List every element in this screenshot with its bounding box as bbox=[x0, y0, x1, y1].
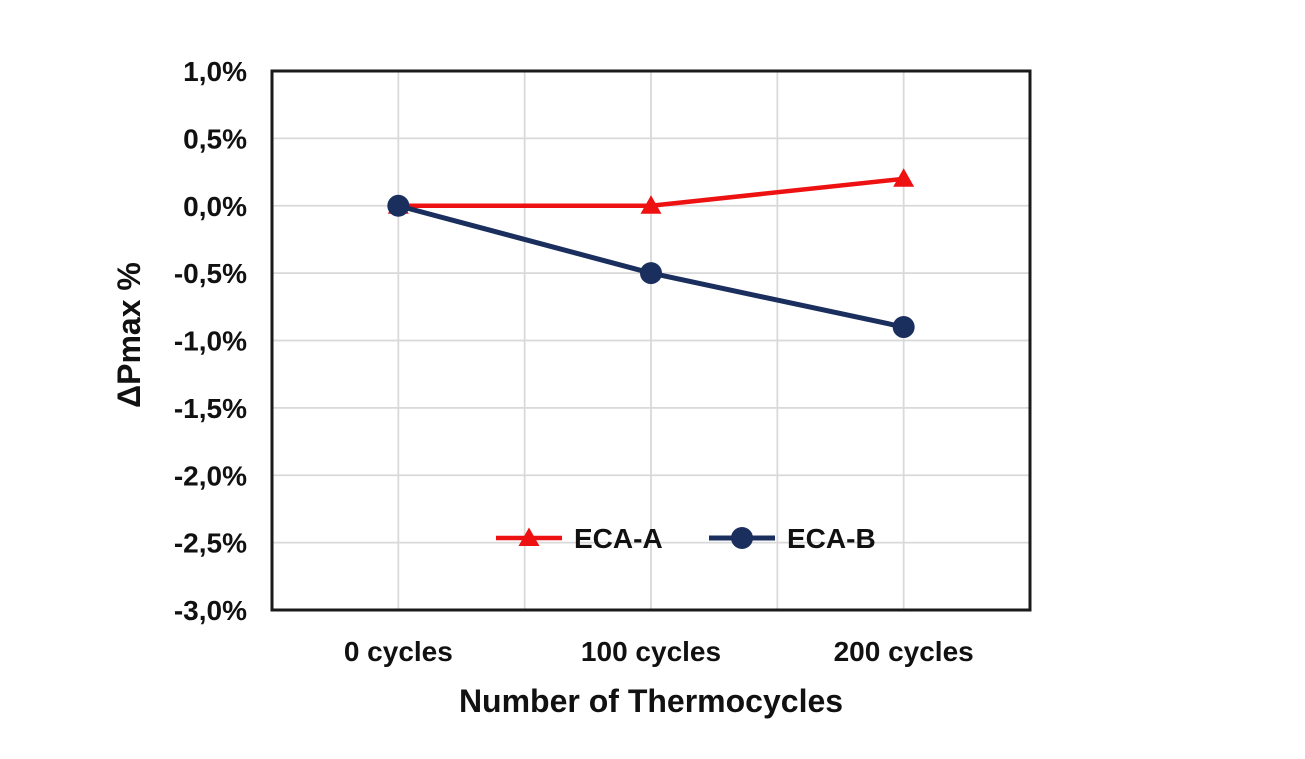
marker-triangle-eca-a bbox=[893, 168, 915, 187]
y-tick-label: 1,0% bbox=[183, 56, 247, 87]
y-tick-label: 0,5% bbox=[183, 123, 247, 154]
marker-circle-eca-b bbox=[387, 194, 410, 217]
legend-item-eca-a: ECA-A bbox=[496, 523, 663, 554]
legend-item-eca-b: ECA-B bbox=[709, 523, 876, 554]
data-series bbox=[387, 168, 915, 339]
y-tick-label: -1,5% bbox=[174, 393, 247, 424]
y-axis-title: ΔPmax % bbox=[111, 262, 147, 408]
y-tick-label: 0,0% bbox=[183, 191, 247, 222]
marker-circle-eca-b bbox=[640, 262, 662, 285]
y-tick-label: -0,5% bbox=[174, 258, 247, 289]
y-tick-label: -3,0% bbox=[174, 595, 247, 626]
plot-area-border bbox=[270, 69, 1032, 612]
x-axis-tick-labels: 0 cycles 100 cycles 200 cycles bbox=[344, 636, 974, 667]
marker-triangle-eca-a bbox=[640, 195, 662, 214]
chart-legend: ECA-A ECA-B bbox=[496, 523, 876, 554]
y-tick-label: -2,5% bbox=[174, 528, 247, 559]
marker-circle-eca-b bbox=[892, 316, 915, 339]
x-tick-label: 100 cycles bbox=[581, 636, 721, 667]
y-tick-label: -2,0% bbox=[174, 460, 247, 491]
x-tick-label: 0 cycles bbox=[344, 636, 453, 667]
legend-label-eca-a: ECA-A bbox=[574, 523, 663, 554]
vertical-gridlines bbox=[397, 71, 905, 610]
legend-label-eca-b: ECA-B bbox=[787, 523, 876, 554]
y-tick-label: -1,0% bbox=[174, 326, 247, 357]
x-axis-title: Number of Thermocycles bbox=[459, 683, 843, 719]
y-axis-tick-labels: 1,0% 0,5% 0,0% -0,5% -1,0% -1,5% -2,0% -2,5% -3,… bbox=[174, 56, 247, 626]
x-tick-label: 200 cycles bbox=[834, 636, 974, 667]
legend-marker-triangle-eca-a bbox=[518, 527, 540, 546]
legend-marker-circle-eca-b bbox=[731, 527, 753, 549]
